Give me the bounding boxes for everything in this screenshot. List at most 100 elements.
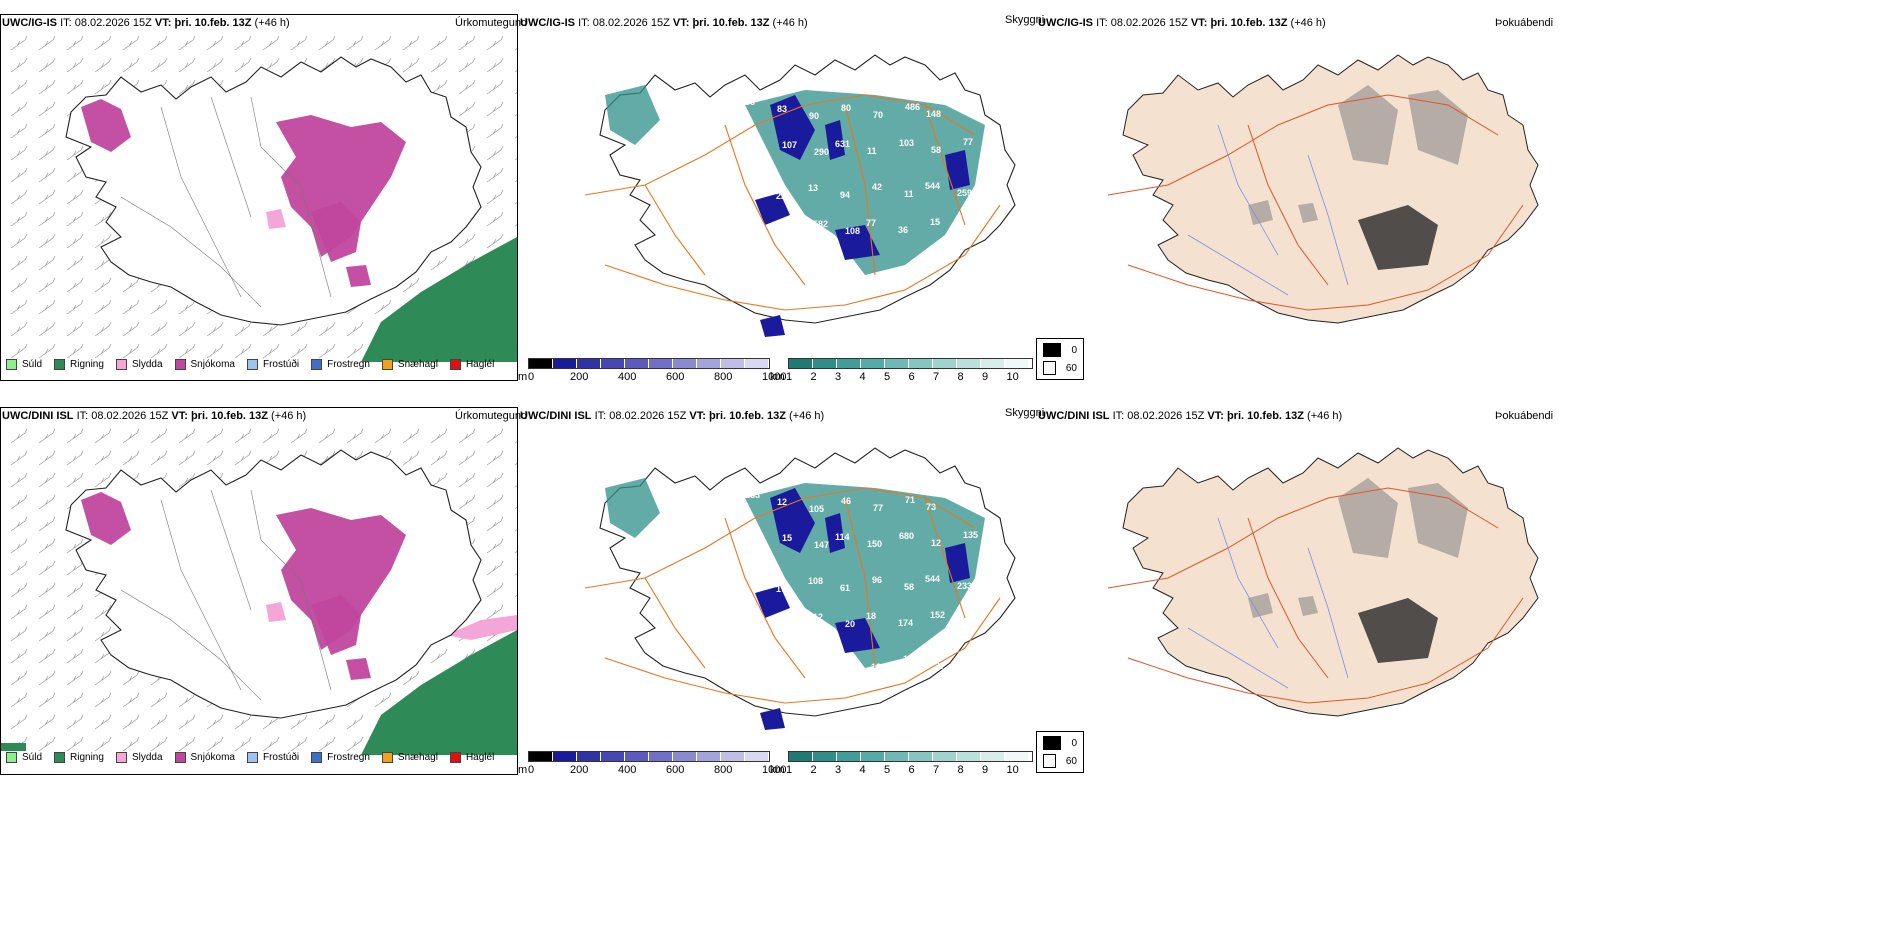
height-label: 77 (866, 218, 876, 228)
height-label: 148 (926, 109, 941, 119)
rain-patch (1, 743, 26, 751)
wind-barb (290, 714, 308, 730)
wind-barb (374, 428, 392, 444)
snow-area (81, 492, 131, 545)
wind-barb (206, 428, 224, 444)
wind-barb (94, 450, 112, 466)
wind-barb (346, 714, 364, 730)
wind-barb (10, 692, 28, 708)
wind-barb (38, 428, 56, 444)
wind-barb (10, 560, 28, 576)
visibility-tick: 3 (835, 371, 842, 383)
wind-barb (262, 428, 280, 444)
wind-barb (178, 736, 196, 752)
visibility-tick: 10 (1006, 371, 1019, 383)
wind-barb (10, 277, 28, 293)
height-label: 13 (808, 183, 818, 193)
height-label: 290 (814, 147, 829, 157)
low-visibility-area (605, 478, 660, 538)
wind-barb (346, 736, 364, 752)
wind-barb (178, 428, 196, 444)
legend-label: Haglél (465, 752, 495, 763)
wind-barb (10, 450, 28, 466)
height-label: 105 (809, 504, 824, 514)
wind-barb (290, 736, 308, 752)
wind-barb (458, 472, 476, 488)
height-tick: 800 (714, 371, 733, 383)
wind-barb (318, 343, 336, 359)
wind-barb (346, 321, 364, 337)
wind-barb (94, 299, 112, 315)
precip-map (1, 428, 517, 755)
lead-time: (+46 h) (1307, 410, 1343, 422)
vt-value: þri. 10.feb. 13Z (708, 410, 786, 422)
wind-barb (38, 57, 56, 73)
height-label: 7 (958, 494, 963, 504)
panel-type-label: Þokuábendi (1495, 410, 1554, 422)
height-label: 46 (841, 496, 851, 506)
wind-barb (486, 472, 504, 488)
panel-title: UWC/DINI ISL IT: 08.02.2026 15Z VT: þri.… (2, 410, 306, 422)
fog-legend: 0 60 (1036, 731, 1084, 773)
height-label: 35 (962, 224, 972, 234)
visibility-unit: km (770, 764, 785, 776)
wind-barb (486, 516, 504, 532)
wind-barb (486, 233, 504, 249)
height-label: 88 (755, 577, 765, 587)
height-tick: 600 (666, 371, 685, 383)
lead-time: (+46 h) (772, 17, 808, 29)
legend-item: Súld (6, 752, 42, 763)
wind-barb (38, 626, 56, 642)
wind-barb (458, 428, 476, 444)
rivers (120, 489, 332, 701)
wind-barb (514, 595, 517, 598)
vt-label: VT: (171, 410, 188, 422)
lead-time: (+46 h) (271, 410, 307, 422)
height-tick: 0 (528, 371, 535, 383)
legend-item: Frostúði (246, 359, 300, 370)
height-label: 80 (841, 103, 851, 113)
wind-barb (346, 35, 364, 51)
height-label: 83 (777, 104, 787, 114)
wind-barb (318, 321, 336, 337)
wind-barb (430, 79, 448, 95)
wind-barb (122, 736, 140, 752)
colorbar-cell (933, 359, 957, 368)
wind-barb (262, 343, 280, 359)
cloud-base-area (835, 618, 880, 653)
panel-title: UWC/DINI ISL IT: 08.02.2026 15Z VT: þri.… (1038, 410, 1342, 422)
wind-barb (94, 233, 112, 249)
wind-barb (150, 692, 168, 708)
wind-barb (10, 714, 28, 730)
wind-barb (66, 626, 84, 642)
legend-swatch (54, 752, 66, 763)
wind-barb (150, 343, 168, 359)
fog-legend-swatch (1043, 361, 1056, 375)
wind-barb (318, 714, 336, 730)
wind-barb (94, 714, 112, 730)
wind-barb (94, 321, 112, 337)
wind-barb (234, 736, 252, 752)
wind-barb (514, 463, 517, 466)
wind-barb (514, 92, 517, 95)
visibility-colorbar-cells (788, 358, 1033, 369)
wind-barb (66, 277, 84, 293)
wind-barb (430, 57, 448, 73)
wind-barb (374, 35, 392, 51)
colorbar-cell (861, 359, 885, 368)
wind-barb (178, 299, 196, 315)
wind-barb (38, 79, 56, 95)
legend-swatch (6, 752, 17, 763)
fog-index-map (1107, 54, 1539, 324)
legend-label: Frostúði (262, 359, 300, 370)
wind-barb (122, 428, 140, 444)
height-tick: 400 (618, 764, 637, 776)
model-name: UWC/DINI ISL (520, 410, 592, 422)
wind-barb (486, 538, 504, 554)
height-label: 438 (749, 613, 764, 623)
lead-time: (+46 h) (254, 17, 290, 29)
cloud-base-area (945, 150, 970, 190)
snow-area (346, 658, 371, 680)
wind-barb (66, 560, 84, 576)
wind-barb (402, 57, 420, 73)
